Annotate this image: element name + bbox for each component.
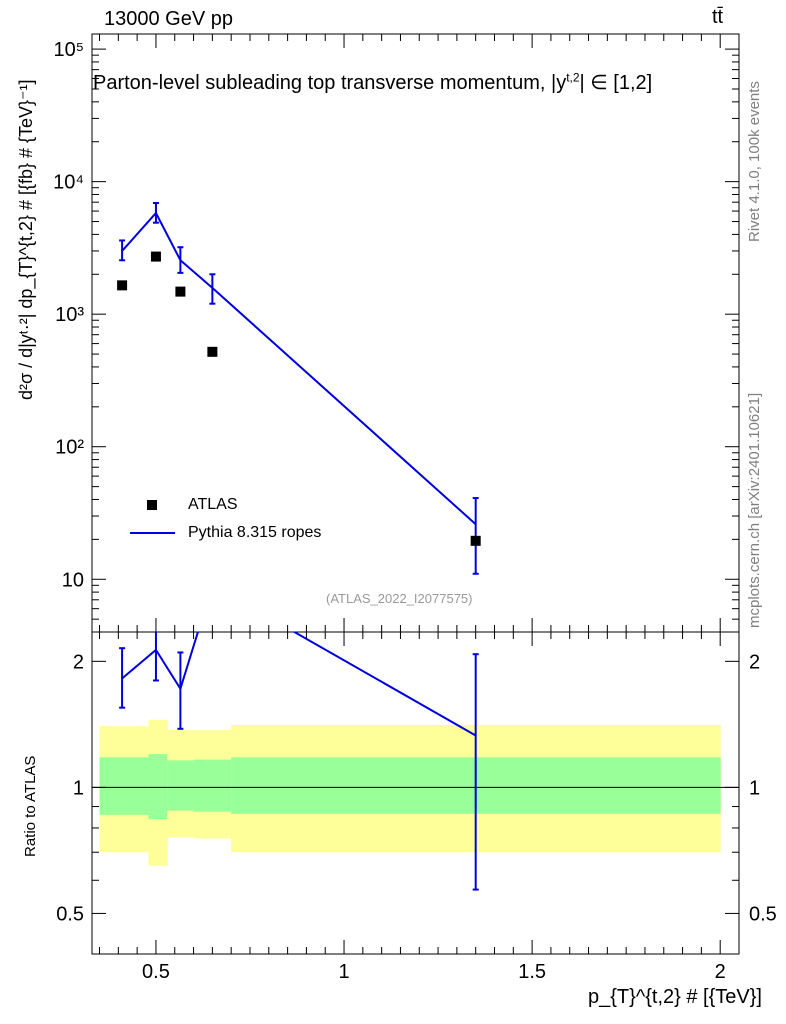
x-tick-label: 0.5 (142, 961, 170, 983)
band-inner-bin (167, 760, 195, 811)
plot-title-sup: t,2 (566, 70, 580, 85)
x-tick-label: 2 (715, 961, 726, 983)
atlas-data-point (117, 280, 128, 291)
band-inner-bin (99, 757, 149, 815)
ratio-panel-marks (119, 632, 479, 891)
mcplots-label: mcplots.cern.ch [arXiv:2401.10621] (746, 392, 763, 628)
x-tick-label: 1 (338, 961, 349, 983)
y-tick-label: 10⁴ (53, 172, 84, 194)
y-tick-label: 10³ (55, 304, 84, 326)
tick-labels: 10 10² 10³ 10⁴ 10⁵ 0.5 0.5 1 1 2 2 0.5 1 1.5 2 (53, 39, 777, 983)
x-axis-title: p_{T}^{t,2} # [{TeV}] (588, 986, 762, 1008)
band-inner-bin (148, 754, 168, 820)
plot-title-tail: | ∈ [1,2] (579, 72, 653, 94)
axis-ticks (92, 34, 739, 955)
panel-frames (91, 33, 740, 955)
ratio-y-tick-label: 0.5 (56, 903, 84, 925)
ratio-axis-title: Ratio to ATLAS (22, 755, 39, 857)
atlas-data-point (470, 535, 481, 546)
plot-title-text: Parton-level subleading top transverse m… (93, 72, 567, 94)
ratio-y-tick-label-right: 2 (749, 651, 760, 673)
mc-line (121, 211, 477, 526)
legend-marks (130, 500, 175, 534)
ratio-panel-frame (91, 631, 740, 955)
ratio-y-tick-label-right: 1 (749, 777, 760, 799)
ratio-mc-line (121, 632, 477, 737)
analysis-tag: (ATLAS_2022_I2077575) (326, 591, 473, 606)
main-panel-marks (117, 201, 481, 575)
rivet-label: Rivet 4.1.0, 100k events (746, 81, 763, 242)
ratio-y-tick-label: 2 (73, 651, 84, 673)
legend-atlas-marker (147, 500, 157, 510)
y-axis-title: d²σ / d|yᵗ·²| dp_{T}^{t,2} # [{fb} # {Te… (16, 79, 36, 400)
y-tick-label: 10⁵ (53, 39, 84, 61)
ratio-y-tick-label-right: 0.5 (749, 903, 777, 925)
energy-label: 13000 GeV pp (104, 8, 233, 30)
band-inner-bin (193, 759, 232, 812)
atlas-data-point (150, 251, 161, 262)
y-tick-label: 10 (62, 569, 84, 591)
plot-title: Parton-level subleading top transverse m… (93, 70, 652, 95)
legend-pythia-label: Pythia 8.315 ropes (188, 524, 322, 541)
atlas-data-point (207, 346, 218, 357)
atlas-data-point (175, 286, 186, 297)
uncertainty-bands (99, 719, 721, 866)
main-panel-frame (91, 33, 740, 633)
ratio-y-tick-label: 1 (73, 777, 84, 799)
process-label: tt̄ (712, 6, 724, 28)
legend-atlas-label: ATLAS (188, 496, 238, 513)
x-tick-label: 1.5 (518, 961, 546, 983)
y-tick-label: 10² (55, 437, 84, 459)
